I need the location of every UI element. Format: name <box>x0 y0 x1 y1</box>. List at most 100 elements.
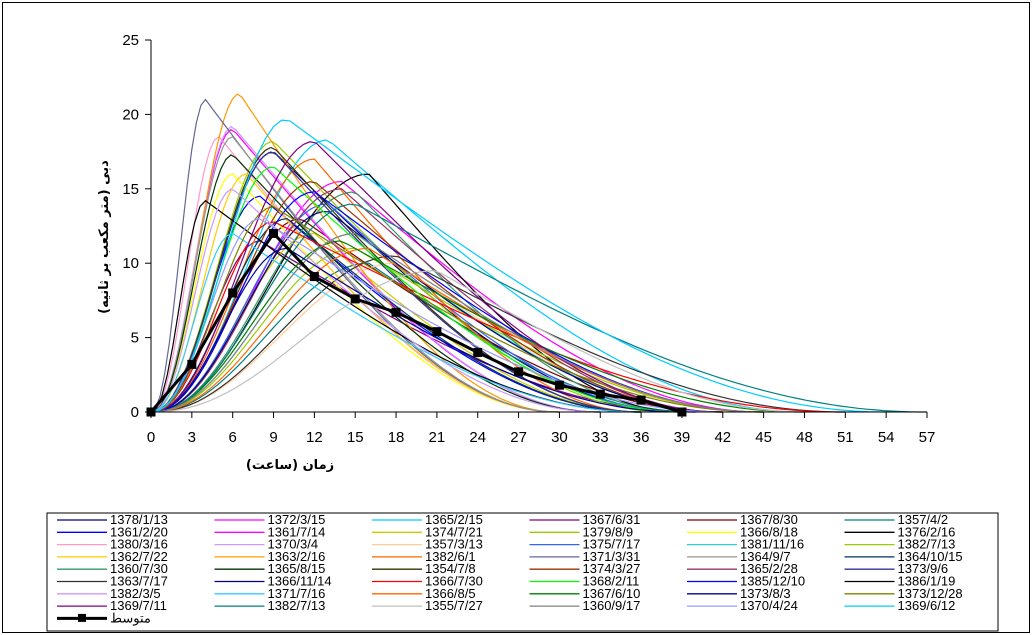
y-axis-label: دبی (متر مکعب بر ثانیه) <box>97 160 112 314</box>
x-tick-label: 6 <box>229 429 237 446</box>
legend-label: 1363/7/17 <box>110 574 168 589</box>
y-tick-label: 10 <box>122 255 139 272</box>
legend-marker <box>78 613 86 622</box>
x-tick-label: 48 <box>796 429 813 446</box>
legend-label: 1365/2/28 <box>740 561 798 576</box>
x-tick-label: 21 <box>429 429 446 446</box>
legend-label: 1367/6/31 <box>583 512 641 527</box>
legend-label: 1357/3/13 <box>425 537 483 552</box>
legend-label: 1364/10/15 <box>898 549 963 564</box>
x-tick-label: 24 <box>469 429 486 446</box>
mean-point <box>473 347 483 357</box>
legend-label: 1366/8/5 <box>425 586 476 601</box>
y-tick-label: 0 <box>131 404 139 421</box>
legend-label: 1366/8/18 <box>740 524 798 539</box>
series-line-2 <box>150 180 764 413</box>
x-tick-label: 54 <box>878 429 895 446</box>
x-tick-label: 36 <box>633 429 650 446</box>
series-line-6 <box>150 262 696 413</box>
series-line-31 <box>150 255 846 413</box>
legend-label: 1371/7/16 <box>268 586 326 601</box>
mean-point <box>432 327 442 337</box>
series-line-16 <box>150 203 682 413</box>
legend-label: 1371/3/31 <box>583 549 641 564</box>
series-line-34 <box>150 166 682 413</box>
legend-label: متوسط <box>110 610 151 626</box>
mean-point <box>228 288 238 298</box>
legend-label: 1357/4/2 <box>898 512 949 527</box>
legend-label: 1373/9/6 <box>898 561 949 576</box>
legend-label: 1370/3/4 <box>268 537 319 552</box>
legend-label: 1375/7/17 <box>583 537 641 552</box>
legend-label: 1361/2/20 <box>110 524 168 539</box>
mean-point <box>391 307 401 317</box>
x-tick-label: 42 <box>714 429 731 446</box>
legend-label: 1382/7/13 <box>268 598 326 613</box>
x-tick-label: 18 <box>388 429 405 446</box>
legend-label: 1366/11/14 <box>268 574 332 589</box>
legend-label: 1382/3/5 <box>110 586 161 601</box>
legend-label: 1362/7/22 <box>110 549 168 564</box>
mean-point <box>350 294 360 304</box>
x-tick-label: 9 <box>269 429 277 446</box>
legend-label: 1365/8/15 <box>268 561 326 576</box>
legend-box <box>46 512 999 632</box>
legend-label: 1386/1/19 <box>898 574 956 589</box>
mean-point <box>309 272 319 282</box>
y-tick-label: 5 <box>131 330 139 347</box>
legend-label: 1360/7/30 <box>110 561 168 576</box>
legend-label: 1354/7/8 <box>425 561 476 576</box>
legend-label: 1363/2/16 <box>268 549 326 564</box>
y-tick-label: 20 <box>122 106 139 123</box>
legend-label: 1385/12/10 <box>740 574 805 589</box>
x-tick-label: 33 <box>592 429 609 446</box>
series-line-10 <box>150 140 669 413</box>
legend-label: 1373/8/3 <box>740 586 791 601</box>
mean-point <box>514 367 524 377</box>
legend-label: 1364/9/7 <box>740 549 791 564</box>
x-tick-label: 30 <box>551 429 568 446</box>
legend-label: 1373/12/28 <box>898 586 963 601</box>
x-tick-label: 3 <box>188 429 196 446</box>
legend-label: 1382/6/1 <box>425 549 476 564</box>
series-line-11 <box>150 173 560 413</box>
x-tick-label: 39 <box>674 429 691 446</box>
series-line-23 <box>150 135 560 413</box>
mean-series-line <box>149 231 683 414</box>
mean-point <box>636 395 646 405</box>
legend-label: 1376/2/16 <box>898 524 956 539</box>
series-line-41 <box>150 247 682 413</box>
series-line-18 <box>150 247 764 413</box>
series-line-20 <box>150 93 560 413</box>
x-tick-label: 51 <box>837 429 854 446</box>
mean-point <box>187 359 197 369</box>
legend-label: 1367/8/30 <box>740 512 798 527</box>
series-line-3 <box>150 139 805 413</box>
legend-label: 1370/4/24 <box>740 598 798 613</box>
x-tick-label: 27 <box>510 429 527 446</box>
x-tick-label: 12 <box>306 429 323 446</box>
legend-label: 1369/7/11 <box>110 598 167 613</box>
x-axis-label: زمان (ساعت) <box>246 458 334 473</box>
x-tick-label: 45 <box>755 429 772 446</box>
legend-label: 1368/2/11 <box>583 574 640 589</box>
legend-label: 1374/7/21 <box>425 524 483 539</box>
series-layer <box>150 93 927 413</box>
legend: 1378/1/13 1372/3/15 1365/2/15 1367/6/31 1367… <box>46 512 999 632</box>
legend-label: 1382/7/13 <box>898 537 956 552</box>
legend-label: 1381/11/16 <box>740 537 804 552</box>
legend-label: 1380/3/16 <box>110 537 168 552</box>
mean-point <box>554 380 564 390</box>
mean-point <box>595 389 605 399</box>
series-line-43 <box>150 141 723 413</box>
x-tick-label: 57 <box>919 429 936 446</box>
x-tick-label: 15 <box>347 429 364 446</box>
series-line-48 <box>150 119 887 413</box>
legend-label: 1379/8/9 <box>583 524 634 539</box>
legend-label: 1355/7/27 <box>425 598 483 613</box>
series-line-19 <box>150 173 560 413</box>
series-line-47 <box>150 217 723 413</box>
series-line-37 <box>150 188 601 413</box>
